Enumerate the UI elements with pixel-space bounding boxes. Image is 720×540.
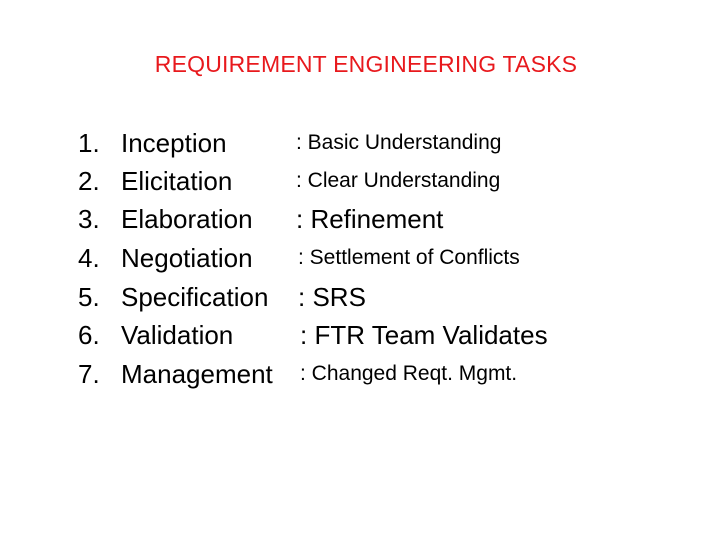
- item-number: 7.: [78, 359, 100, 389]
- item-number: 5.: [78, 282, 100, 312]
- item-description: : Refinement: [296, 204, 444, 234]
- list-item: 5. Specification : SRS: [0, 278, 720, 316]
- item-description: : Changed Reqt. Mgmt.: [300, 362, 518, 385]
- list-item: 2. Elicitation : Clear Understanding: [0, 162, 720, 200]
- item-description: : Clear Understanding: [296, 169, 501, 192]
- item-number: 1.: [78, 128, 100, 158]
- list-item: 6. Validation : FTR Team Validates: [0, 316, 720, 354]
- item-number: 6.: [78, 320, 100, 350]
- item-term: Inception: [121, 128, 227, 158]
- item-term: Elaboration: [121, 204, 253, 234]
- item-number: 3.: [78, 204, 100, 234]
- list-item: 4. Negotiation : Settlement of Conflicts: [0, 239, 720, 277]
- item-term: Elicitation: [121, 166, 233, 196]
- list-item: 1. Inception : Basic Understanding: [0, 124, 720, 162]
- list-item: 7. Management : Changed Reqt. Mgmt.: [0, 355, 720, 393]
- item-description: : Basic Understanding: [296, 131, 502, 154]
- list-item: 3. Elaboration : Refinement: [0, 200, 720, 238]
- item-description: : FTR Team Validates: [300, 320, 548, 350]
- item-number: 4.: [78, 243, 100, 273]
- item-term: Specification: [121, 282, 269, 312]
- item-number: 2.: [78, 166, 100, 196]
- item-description: : SRS: [298, 282, 366, 312]
- item-term: Negotiation: [121, 243, 253, 273]
- slide-title: REQUIREMENT ENGINEERING TASKS: [154, 51, 578, 77]
- item-description: : Settlement of Conflicts: [298, 246, 520, 269]
- item-term: Validation: [121, 320, 234, 350]
- item-term: Management: [121, 359, 273, 389]
